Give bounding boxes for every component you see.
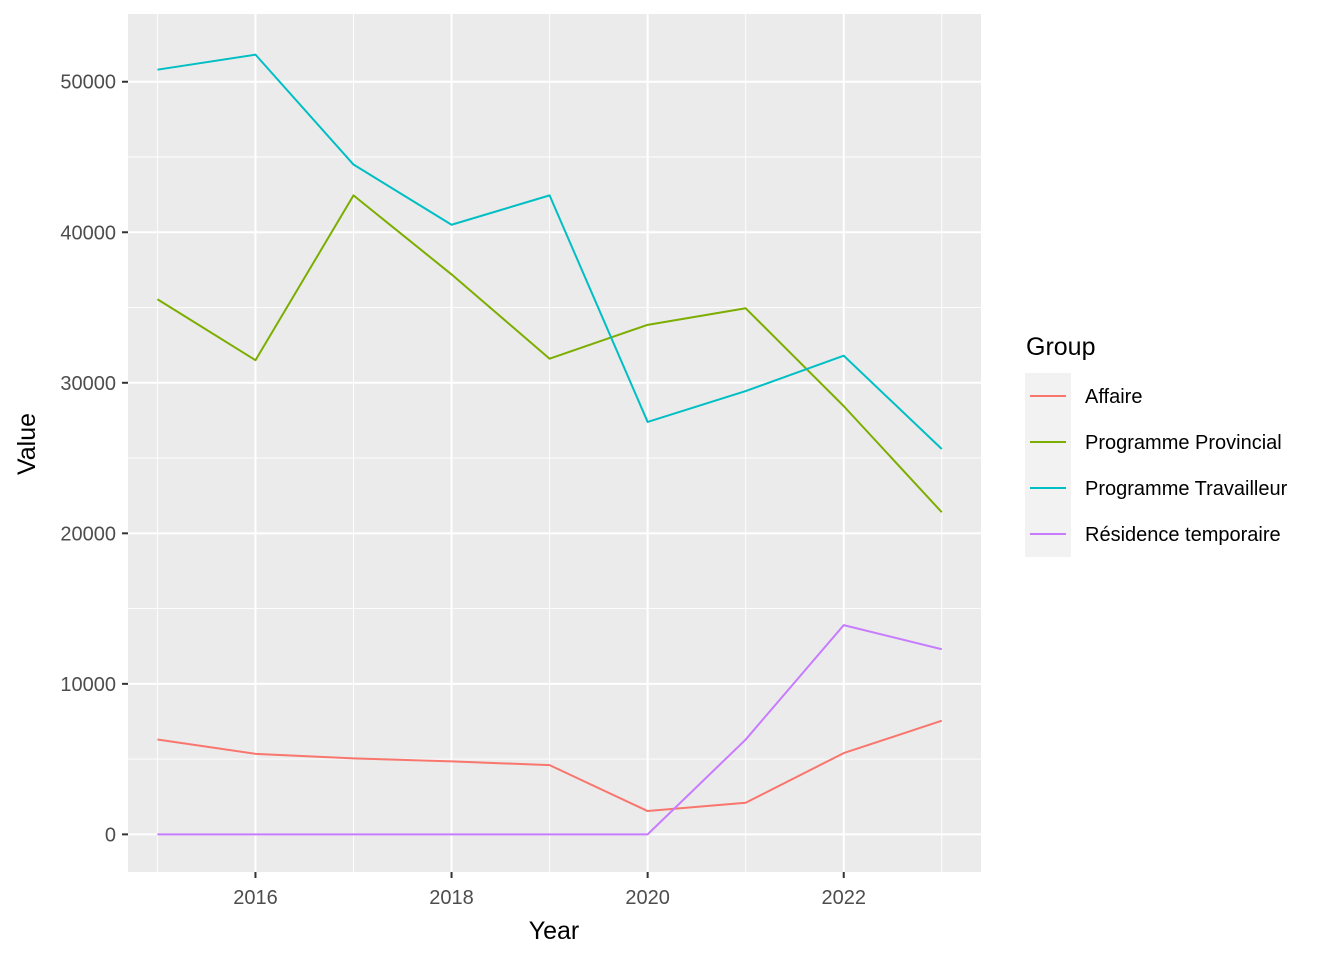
x-tick-label: 2016 xyxy=(233,887,278,909)
y-axis: 0 10000 20000 30000 40000 50000 xyxy=(60,72,128,846)
legend: Group Affaire Programme Provincial Program… xyxy=(1025,333,1288,557)
x-tick-label: 2020 xyxy=(625,887,670,909)
legend-label: Affaire xyxy=(1085,386,1142,408)
y-tick-label: 20000 xyxy=(60,523,116,545)
x-tick-label: 2022 xyxy=(821,887,866,909)
legend-label: Programme Provincial xyxy=(1085,432,1282,454)
series-lines xyxy=(156,53,943,836)
y-axis-title: Value xyxy=(13,413,41,475)
series-line-residence-temporaire xyxy=(157,624,943,836)
y-tick-label: 0 xyxy=(105,824,116,846)
minor-grid xyxy=(128,14,981,872)
series-line-programme-provincial xyxy=(156,194,943,513)
series-line-affaire xyxy=(157,719,943,813)
x-axis: 2016 2018 2020 2022 xyxy=(233,872,866,909)
legend-title: Group xyxy=(1026,333,1095,361)
y-tick-label: 40000 xyxy=(60,222,116,244)
legend-label: Résidence temporaire xyxy=(1085,524,1281,546)
y-tick-label: 50000 xyxy=(60,72,116,94)
legend-key-background xyxy=(1025,373,1071,557)
y-tick-label: 30000 xyxy=(60,373,116,395)
legend-label: Programme Travailleur xyxy=(1085,478,1288,500)
x-tick-label: 2018 xyxy=(429,887,474,909)
y-tick-label: 10000 xyxy=(60,674,116,696)
x-axis-title: Year xyxy=(529,917,580,945)
series-line-programme-travailleur xyxy=(157,53,943,450)
